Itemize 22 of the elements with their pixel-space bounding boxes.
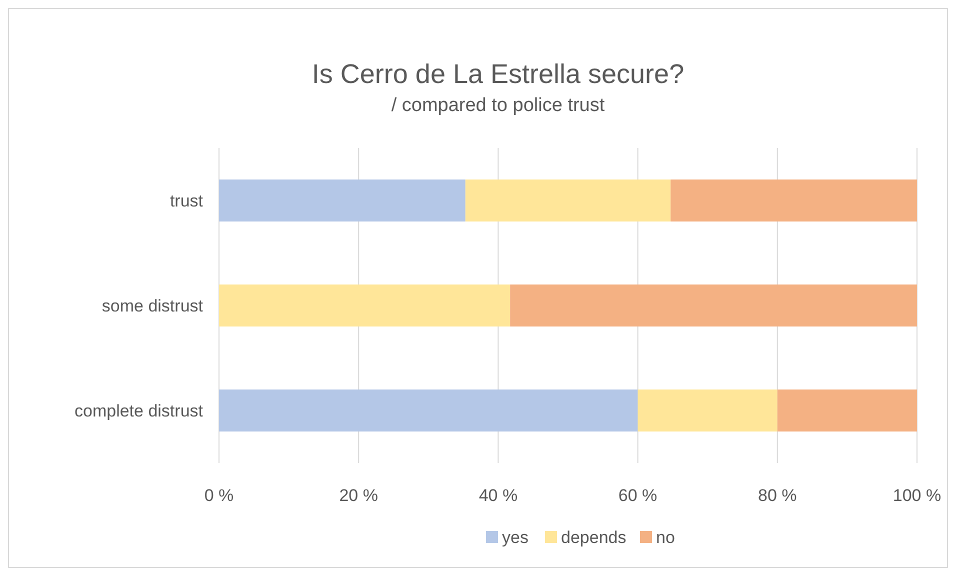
x-tick-label: 0 % — [204, 486, 234, 505]
x-tick-label: 40 % — [478, 486, 518, 505]
x-tick-label: 20 % — [339, 486, 378, 505]
legend-label: depends — [561, 528, 626, 547]
bar — [510, 284, 917, 326]
chart-title: Is Cerro de La Estrella secure? — [312, 59, 684, 89]
x-tick-label: 60 % — [618, 486, 658, 505]
x-tick-label: 100 % — [892, 486, 942, 505]
bar — [777, 390, 917, 432]
legend-label: no — [656, 528, 675, 547]
legend-label: yes — [502, 528, 528, 547]
y-tick-label: complete distrust — [74, 402, 204, 420]
chart-subtitle: / compared to police trust — [391, 95, 606, 116]
y-tick-label: trust — [170, 192, 204, 210]
bar — [465, 180, 671, 222]
bar — [638, 390, 778, 432]
bar — [219, 180, 466, 222]
y-tick-label: some distrust — [102, 296, 204, 316]
bar — [219, 284, 510, 326]
bar — [219, 390, 638, 432]
x-tick-label: 80 % — [758, 486, 797, 505]
bar — [670, 180, 917, 222]
